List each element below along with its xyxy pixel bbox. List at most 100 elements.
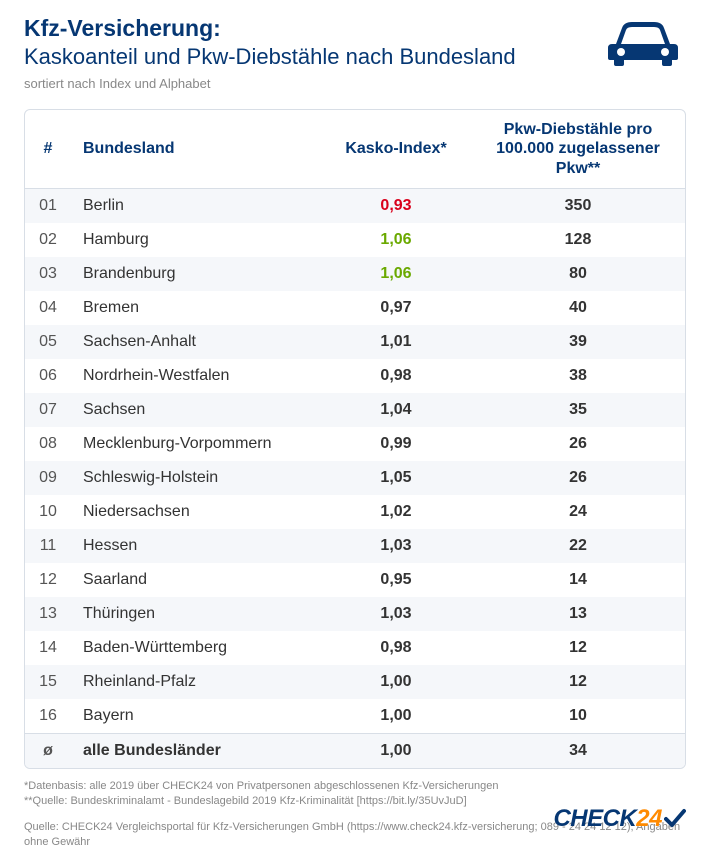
- col-header-kasko: Kasko-Index*: [321, 110, 471, 188]
- cell-theft: 24: [471, 495, 685, 529]
- table-header-row: # Bundesland Kasko-Index* Pkw-Diebstähle…: [25, 110, 685, 188]
- data-table: # Bundesland Kasko-Index* Pkw-Diebstähle…: [25, 110, 685, 768]
- table-row: 06Nordrhein-Westfalen0,9838: [25, 359, 685, 393]
- cell-rank: 15: [25, 665, 71, 699]
- col-header-rank: #: [25, 110, 71, 188]
- cell-rank: ø: [25, 733, 71, 768]
- cell-state: Hamburg: [71, 223, 321, 257]
- data-table-container: # Bundesland Kasko-Index* Pkw-Diebstähle…: [24, 109, 686, 769]
- cell-rank: 08: [25, 427, 71, 461]
- table-row: 15Rheinland-Pfalz1,0012: [25, 665, 685, 699]
- cell-theft: 80: [471, 257, 685, 291]
- table-body: 01Berlin0,9335002Hamburg1,0612803Branden…: [25, 188, 685, 768]
- logo-text-check: CHECK: [553, 805, 636, 832]
- footnote-line-1: *Datenbasis: alle 2019 über CHECK24 von …: [24, 779, 686, 794]
- cell-theft: 39: [471, 325, 685, 359]
- car-icon: [604, 14, 682, 73]
- cell-rank: 11: [25, 529, 71, 563]
- table-row: 09Schleswig-Holstein1,0526: [25, 461, 685, 495]
- table-row: 14Baden-Württemberg0,9812: [25, 631, 685, 665]
- cell-state: Baden-Württemberg: [71, 631, 321, 665]
- cell-rank: 02: [25, 223, 71, 257]
- sort-note: sortiert nach Index und Alphabet: [24, 76, 686, 91]
- cell-theft: 34: [471, 733, 685, 768]
- cell-kasko: 0,98: [321, 631, 471, 665]
- logo-text-num: 24: [636, 805, 662, 832]
- cell-rank: 06: [25, 359, 71, 393]
- table-row: 05Sachsen-Anhalt1,0139: [25, 325, 685, 359]
- cell-rank: 07: [25, 393, 71, 427]
- cell-kasko: 0,95: [321, 563, 471, 597]
- table-row-average: øalle Bundesländer1,0034: [25, 733, 685, 768]
- cell-state: Hessen: [71, 529, 321, 563]
- cell-rank: 13: [25, 597, 71, 631]
- cell-theft: 12: [471, 631, 685, 665]
- cell-theft: 13: [471, 597, 685, 631]
- table-row: 12Saarland0,9514: [25, 563, 685, 597]
- cell-kasko: 1,02: [321, 495, 471, 529]
- cell-theft: 26: [471, 461, 685, 495]
- cell-theft: 12: [471, 665, 685, 699]
- cell-kasko: 1,04: [321, 393, 471, 427]
- cell-state: Berlin: [71, 188, 321, 223]
- col-header-theft: Pkw-Diebstähle pro 100.000 zugelassener …: [471, 110, 685, 188]
- table-row: 08Mecklenburg-Vorpommern0,9926: [25, 427, 685, 461]
- cell-theft: 128: [471, 223, 685, 257]
- cell-kasko: 1,06: [321, 223, 471, 257]
- cell-rank: 09: [25, 461, 71, 495]
- cell-rank: 10: [25, 495, 71, 529]
- table-row: 01Berlin0,93350: [25, 188, 685, 223]
- cell-theft: 22: [471, 529, 685, 563]
- page-title: Kfz-Versicherung:: [24, 14, 686, 43]
- cell-kasko: 0,98: [321, 359, 471, 393]
- cell-rank: 12: [25, 563, 71, 597]
- cell-rank: 04: [25, 291, 71, 325]
- cell-kasko: 1,03: [321, 529, 471, 563]
- cell-kasko: 1,03: [321, 597, 471, 631]
- cell-state: Schleswig-Holstein: [71, 461, 321, 495]
- cell-theft: 40: [471, 291, 685, 325]
- cell-kasko: 1,06: [321, 257, 471, 291]
- cell-kasko: 1,05: [321, 461, 471, 495]
- header: Kfz-Versicherung: Kaskoanteil und Pkw-Di…: [0, 0, 710, 97]
- cell-kasko: 0,97: [321, 291, 471, 325]
- cell-state: Sachsen: [71, 393, 321, 427]
- cell-state: Saarland: [71, 563, 321, 597]
- cell-kasko: 0,93: [321, 188, 471, 223]
- cell-kasko: 0,99: [321, 427, 471, 461]
- cell-kasko: 1,00: [321, 733, 471, 768]
- cell-rank: 16: [25, 699, 71, 734]
- cell-theft: 35: [471, 393, 685, 427]
- cell-state: Sachsen-Anhalt: [71, 325, 321, 359]
- table-row: 11Hessen1,0322: [25, 529, 685, 563]
- check24-logo: CHECK24: [553, 805, 686, 835]
- cell-state: Niedersachsen: [71, 495, 321, 529]
- table-row: 16Bayern1,0010: [25, 699, 685, 734]
- table-row: 10Niedersachsen1,0224: [25, 495, 685, 529]
- table-row: 03Brandenburg1,0680: [25, 257, 685, 291]
- cell-theft: 14: [471, 563, 685, 597]
- table-row: 07Sachsen1,0435: [25, 393, 685, 427]
- cell-theft: 26: [471, 427, 685, 461]
- cell-state: Mecklenburg-Vorpommern: [71, 427, 321, 461]
- cell-kasko: 1,00: [321, 699, 471, 734]
- cell-state: Rheinland-Pfalz: [71, 665, 321, 699]
- cell-rank: 05: [25, 325, 71, 359]
- cell-kasko: 1,00: [321, 665, 471, 699]
- table-row: 13Thüringen1,0313: [25, 597, 685, 631]
- cell-rank: 01: [25, 188, 71, 223]
- cell-theft: 10: [471, 699, 685, 734]
- table-row: 02Hamburg1,06128: [25, 223, 685, 257]
- col-header-state: Bundesland: [71, 110, 321, 188]
- cell-rank: 03: [25, 257, 71, 291]
- checkmark-icon: [664, 807, 686, 835]
- cell-state: Thüringen: [71, 597, 321, 631]
- cell-rank: 14: [25, 631, 71, 665]
- page-subtitle: Kaskoanteil und Pkw-Diebstähle nach Bund…: [24, 43, 686, 71]
- cell-state: Brandenburg: [71, 257, 321, 291]
- cell-state: Bayern: [71, 699, 321, 734]
- table-row: 04Bremen0,9740: [25, 291, 685, 325]
- cell-theft: 38: [471, 359, 685, 393]
- cell-state: Nordrhein-Westfalen: [71, 359, 321, 393]
- cell-state: Bremen: [71, 291, 321, 325]
